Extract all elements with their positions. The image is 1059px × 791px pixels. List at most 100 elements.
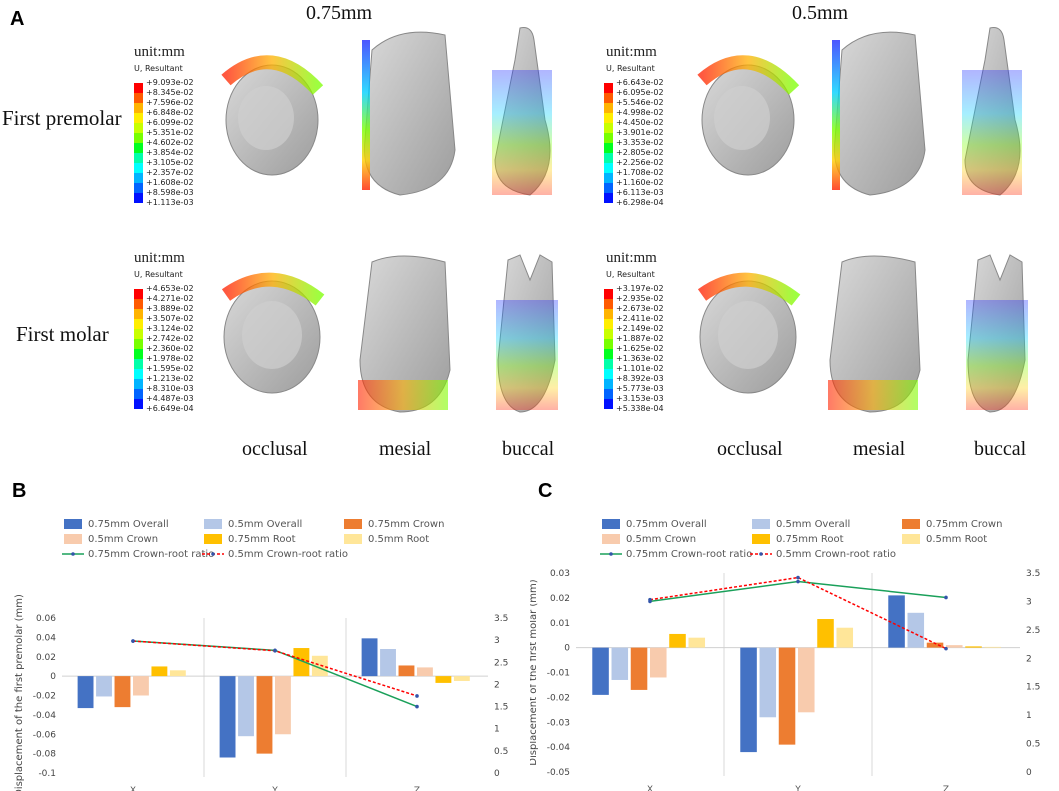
scale-value: +1.113e-03 xyxy=(146,198,194,207)
scale-value: +1.595e-02 xyxy=(146,364,194,373)
legend-marker xyxy=(211,552,215,556)
molar-05-occlusal-view xyxy=(697,272,801,394)
scale-swatch xyxy=(134,379,143,389)
scale-swatch xyxy=(134,319,143,329)
scale-value: +2.742e-02 xyxy=(146,334,194,343)
scale-value: +2.935e-02 xyxy=(616,294,664,303)
scale-swatch xyxy=(134,163,143,173)
scale-swatch xyxy=(604,319,613,329)
bar xyxy=(650,647,667,678)
unit-title: unit:mm xyxy=(134,44,185,60)
scale-value: +4.271e-02 xyxy=(146,294,194,303)
y-tick-label: 0.03 xyxy=(550,569,570,579)
scale-value: +4.602e-02 xyxy=(146,138,194,147)
scale-swatch xyxy=(604,163,613,173)
scale-value: +8.598e-03 xyxy=(146,188,194,197)
legend-label: 0.75mm Overall xyxy=(88,519,169,530)
y-tick-label: -0.04 xyxy=(33,711,57,721)
bar xyxy=(888,595,905,648)
scale-swatch xyxy=(604,369,613,379)
scale-value: +6.643e-02 xyxy=(616,78,664,87)
bar xyxy=(592,647,609,695)
scale-value: +8.345e-02 xyxy=(146,88,194,97)
bar xyxy=(688,637,706,648)
scale-value: +4.653e-02 xyxy=(146,284,194,293)
y-tick-label: 0.02 xyxy=(550,594,570,604)
legend-label: 0.75mm Root xyxy=(228,534,296,545)
y-tick-label: 0.04 xyxy=(36,633,56,643)
panel-b-letter: B xyxy=(12,480,27,502)
scale-value: +4.450e-02 xyxy=(616,118,664,127)
legend-label: 0.5mm Crown xyxy=(626,534,696,545)
scale-value: +2.805e-02 xyxy=(616,148,664,157)
legend-swatch xyxy=(64,534,82,544)
bar xyxy=(77,676,94,709)
scale-value: +3.153e-03 xyxy=(616,394,664,403)
scale-swatch xyxy=(604,339,613,349)
scale-swatch xyxy=(134,143,143,153)
scale-values: +3.197e-02 +2.935e-02 +2.673e-02 +2.411e-02… xyxy=(616,284,664,414)
legend-marker xyxy=(759,552,763,556)
bar xyxy=(926,642,944,648)
scale-swatch xyxy=(134,299,143,309)
ratio-point xyxy=(796,579,800,584)
chart-b: 0.75mm Overall 0.5mm Overall 0.75mm Crown 0… xyxy=(14,519,508,791)
legend-swatch xyxy=(602,519,620,529)
molar-075-mesial-view xyxy=(358,255,451,413)
scale-swatch xyxy=(134,153,143,163)
bar xyxy=(256,676,273,754)
scale-swatch xyxy=(604,309,613,319)
bar xyxy=(169,670,186,677)
bar xyxy=(380,649,396,677)
row-label-molar: First molar xyxy=(16,322,109,346)
ratio-point xyxy=(131,639,135,643)
legend-swatch xyxy=(752,534,770,544)
y2-tick-label: 0 xyxy=(1026,768,1032,778)
bar xyxy=(133,676,149,696)
scale-swatch xyxy=(604,133,613,143)
view-label-mesial-075: mesial xyxy=(379,438,432,460)
y-tick-label: -0.01 xyxy=(547,669,570,679)
scale-swatch xyxy=(604,123,613,133)
view-label-buccal-05: buccal xyxy=(974,438,1027,460)
scale-value: +8.310e-03 xyxy=(146,384,194,393)
scale-swatch xyxy=(134,399,143,409)
scale-value: +2.357e-02 xyxy=(146,168,194,177)
molar-05-buccal-view xyxy=(966,254,1028,413)
view-label-occlusal-05: occlusal xyxy=(717,438,783,460)
scale-value: +2.256e-02 xyxy=(616,158,664,167)
scale-swatch xyxy=(604,113,613,123)
y2-tick-label: 1 xyxy=(1026,711,1032,721)
bar xyxy=(759,647,777,718)
tooth-figures xyxy=(221,27,1028,413)
scale-swatch xyxy=(604,193,613,203)
unit-subtitle: U, Resultant xyxy=(134,64,183,73)
legend-swatch xyxy=(344,534,362,544)
scale-value: +5.773e-03 xyxy=(616,384,664,393)
scale-swatch xyxy=(134,193,143,203)
y2-tick-label: 1.5 xyxy=(1026,683,1040,693)
legend-label: 0.5mm Crown xyxy=(88,534,158,545)
scale-value: +1.160e-02 xyxy=(616,178,664,187)
premolar-05-buccal-view xyxy=(962,27,1022,196)
legend-swatch xyxy=(344,519,362,529)
y-tick-label: -0.1 xyxy=(38,769,56,779)
legend-label: 0.5mm Crown-root ratio xyxy=(228,549,348,560)
legend-label: 0.75mm Overall xyxy=(626,519,707,530)
legend-label: 0.5mm Root xyxy=(368,534,429,545)
scale-value: +2.673e-02 xyxy=(616,304,664,313)
bar xyxy=(293,648,310,677)
panel-a-letter: A xyxy=(10,8,25,30)
y2-tick-label: 2.5 xyxy=(1026,626,1040,636)
view-label-buccal-075: buccal xyxy=(502,438,555,460)
color-scale-bar xyxy=(604,289,613,409)
legend-swatch xyxy=(902,519,920,529)
bar xyxy=(435,676,452,683)
scale-swatch xyxy=(604,173,613,183)
bar xyxy=(836,627,854,648)
scale-value: +3.124e-02 xyxy=(146,324,194,333)
molar-05-mesial-view xyxy=(828,255,921,413)
scale-value: +3.901e-02 xyxy=(616,128,664,137)
ratio-point xyxy=(648,597,652,602)
scale-value: +1.887e-02 xyxy=(616,334,664,343)
